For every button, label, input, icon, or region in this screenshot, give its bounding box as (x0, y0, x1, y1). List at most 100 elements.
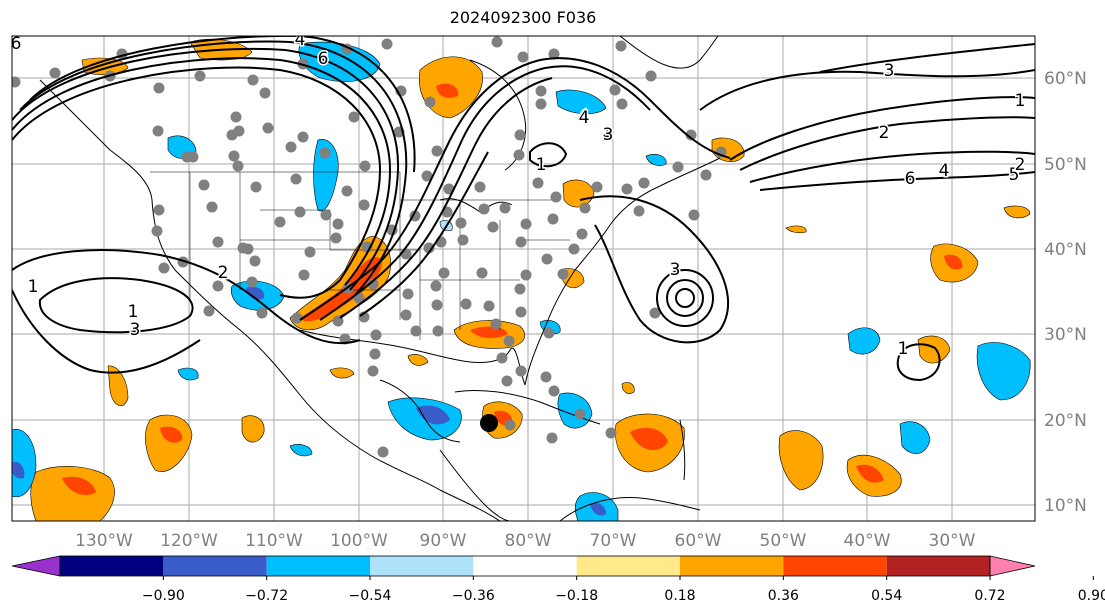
station-dot (230, 111, 242, 123)
colorbar-segment (473, 556, 577, 576)
station-dot (194, 70, 206, 82)
station-dot (377, 446, 389, 458)
station-dot (369, 348, 381, 360)
station-dot (400, 309, 412, 321)
station-dot (576, 228, 588, 240)
station-dot (431, 299, 443, 311)
atl-ridge (819, 43, 1035, 73)
warm-core-atl3 (856, 464, 884, 483)
pacific-low (38, 277, 194, 334)
yucatan (379, 379, 461, 443)
contour-label: 2 (1015, 155, 1026, 175)
warm-core-pac1 (160, 426, 183, 443)
station-dot (262, 122, 274, 134)
station-dot (504, 419, 516, 431)
cold-blob-atl-right (976, 342, 1031, 401)
station-dot (367, 278, 379, 290)
station-dot (543, 327, 555, 339)
warm-blob-pac3 (107, 365, 129, 407)
south-america (559, 496, 701, 521)
colorbar-tick-label: 0.36 (768, 588, 799, 604)
jet-atl-3 (749, 150, 1035, 183)
ridge-contour-3 (339, 77, 553, 319)
latitude-tick-label: 10°N (1044, 496, 1087, 516)
station-dot (274, 216, 286, 228)
colorbar-segment (163, 556, 267, 576)
station-dot (579, 202, 591, 214)
station-dot (455, 217, 467, 229)
warm-core-canada (436, 83, 459, 98)
colorbar-segment (680, 556, 784, 576)
longitude-labels: 130°W 120°W 110°W 100°W 90°W 80°W 70°W 60°W 50°W… (75, 531, 976, 551)
contour-label: 2 (218, 263, 229, 283)
colorbar-tick-label: 0.90 (1078, 588, 1105, 604)
station-dot (249, 255, 261, 267)
longitude-tick-label: 30°W (929, 531, 976, 551)
warm-blob-nw2 (81, 57, 129, 75)
station-dot (476, 267, 488, 279)
contour-label: 3 (130, 320, 141, 340)
station-dot (212, 280, 224, 292)
station-dot (541, 253, 553, 265)
station-dot (421, 170, 433, 182)
contour-label: 6 (318, 49, 329, 69)
station-dot (332, 218, 344, 230)
latitude-tick-label: 30°N (1044, 325, 1087, 345)
warm-core-atl1 (944, 254, 963, 270)
pacific-outer (12, 249, 361, 345)
cold-small-4 (645, 154, 667, 166)
longitude-tick-label: 130°W (75, 531, 133, 551)
station-dot (503, 335, 515, 347)
cold-small-2 (177, 367, 199, 381)
station-dot (501, 375, 513, 387)
colorbar-segment (60, 556, 164, 576)
station-dot (688, 209, 700, 221)
station-dot (478, 203, 490, 215)
station-dot (474, 181, 486, 193)
state-borders (150, 171, 570, 340)
contour-label: 4 (603, 125, 614, 145)
station-dot (285, 141, 297, 153)
station-dot (358, 199, 370, 211)
small-low-2 (529, 142, 568, 168)
station-dot (616, 98, 628, 110)
cold-blob-pr (557, 392, 593, 429)
station-dot (568, 243, 580, 255)
contour-label: 6 (11, 34, 22, 54)
station-dot (153, 204, 165, 216)
station-dot (457, 234, 469, 246)
station-dot (330, 232, 342, 244)
station-dot (367, 365, 379, 377)
trough-contour-4 (19, 40, 408, 296)
closed-high-mid (666, 279, 704, 317)
station-dot (259, 87, 271, 99)
colorbar-segment (783, 556, 887, 576)
greenland-tip (619, 36, 719, 69)
station-dot (304, 246, 316, 258)
colorbar-outline (59, 555, 991, 577)
station-dot (294, 206, 306, 218)
contour-label: 5 (1009, 165, 1020, 185)
longitude-tick-label: 100°W (330, 531, 388, 551)
colorbar-tick-label: −0.90 (142, 588, 185, 604)
west-coast (39, 79, 501, 521)
station-dot (514, 283, 526, 295)
warm-core-sw (62, 476, 96, 496)
station-dot (381, 38, 393, 50)
station-dot (645, 70, 657, 82)
station-dot (256, 307, 268, 319)
cold-core-mex (416, 405, 450, 425)
longitude-tick-label: 50°W (760, 531, 807, 551)
warm-blob-pac2 (241, 415, 265, 443)
cold-core-pac-left (12, 461, 25, 479)
small-low-1 (896, 343, 941, 382)
longitude-tick-label: 90°W (420, 531, 467, 551)
warm-blob-pac1 (145, 414, 193, 472)
warm-small-4 (785, 225, 807, 234)
closed-high-outer (656, 269, 714, 327)
station-dot (513, 149, 525, 161)
station-dot (490, 318, 502, 330)
station-dot (232, 160, 244, 172)
